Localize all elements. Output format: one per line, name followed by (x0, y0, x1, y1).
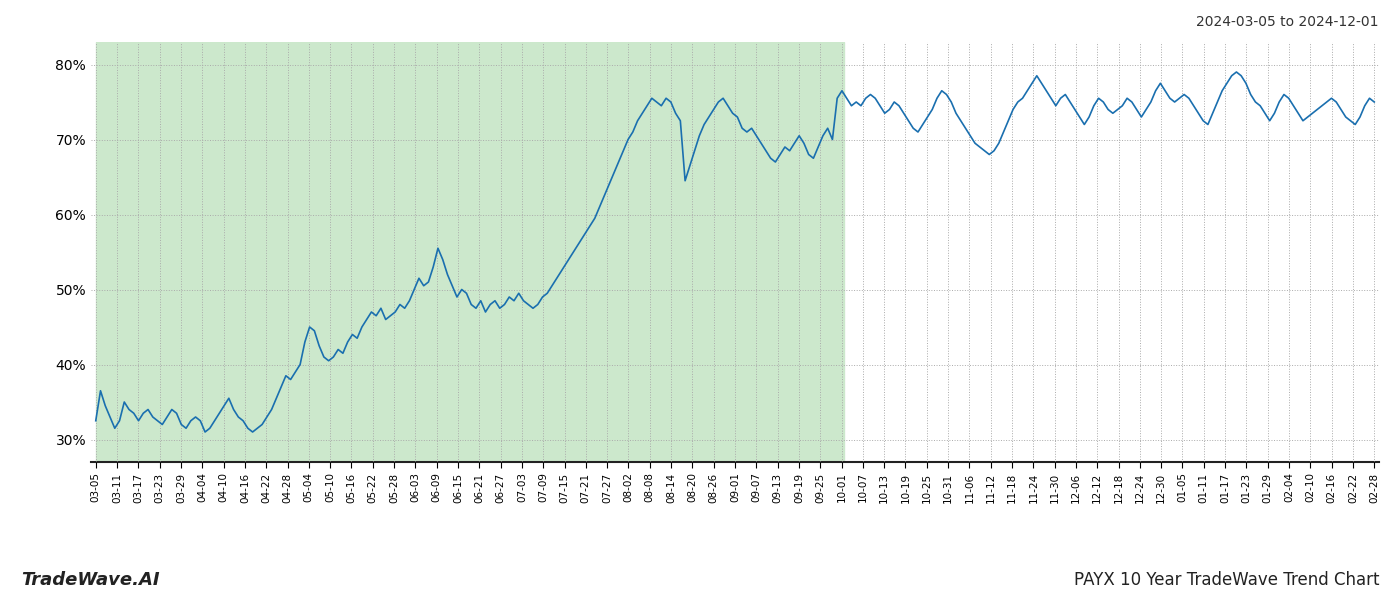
Text: TradeWave.AI: TradeWave.AI (21, 571, 160, 589)
Bar (95, 42, 844, 462)
Text: PAYX 10 Year TradeWave Trend Chart: PAYX 10 Year TradeWave Trend Chart (1074, 571, 1379, 589)
Text: 2024-03-05 to 2024-12-01: 2024-03-05 to 2024-12-01 (1197, 15, 1379, 29)
